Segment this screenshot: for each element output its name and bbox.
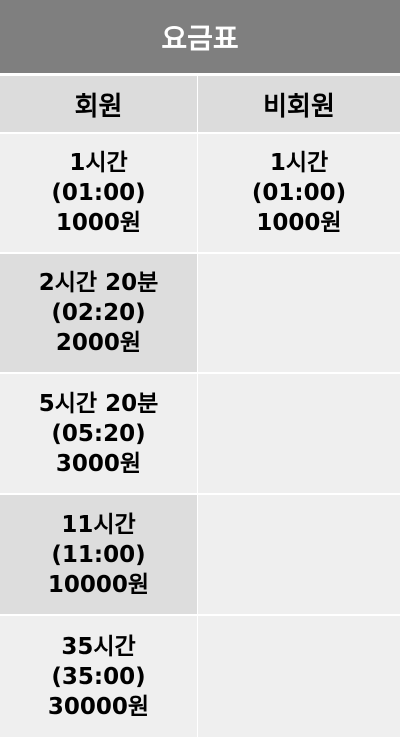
duration-label: 2시간 20분 <box>38 270 159 296</box>
duration-label: 1시간 <box>269 150 329 176</box>
price-label: 3000원 <box>55 450 142 477</box>
header-nonmember: 비회원 <box>198 76 400 134</box>
price-label: 1000원 <box>256 210 342 236</box>
time-label: (02:20) <box>51 300 146 326</box>
time-label: (01:00) <box>251 180 347 206</box>
duration-label: 35시간 <box>61 633 136 660</box>
nonmember-price-cell: 1시간 (01:00) 1000원 <box>198 134 400 254</box>
nonmember-price-cell <box>198 495 400 616</box>
header-member: 회원 <box>0 76 198 134</box>
member-price-cell: 1시간 (01:00) 1000원 <box>0 134 198 254</box>
duration-label: 11시간 <box>61 511 136 538</box>
member-price-cell: 5시간 20분 (05:20) 3000원 <box>0 374 198 495</box>
nonmember-price-cell <box>198 374 400 495</box>
duration-label: 5시간 20분 <box>38 390 159 417</box>
price-label: 1000원 <box>55 210 142 236</box>
duration-label: 1시간 <box>69 150 128 176</box>
time-label: (35:00) <box>51 663 146 690</box>
member-price-cell: 11시간 (11:00) 10000원 <box>0 495 198 616</box>
price-label: 30000원 <box>47 693 150 720</box>
price-entry: 11시간 (11:00) 10000원 <box>48 510 149 600</box>
price-entry: 1시간 (01:00) 1000원 <box>51 148 145 238</box>
time-label: (05:20) <box>51 420 146 447</box>
price-entry: 2시간 20분 (02:20) 2000원 <box>39 268 159 358</box>
price-entry: 35시간 (35:00) 30000원 <box>48 632 149 722</box>
time-label: (01:00) <box>51 180 146 206</box>
price-entry: 5시간 20분 (05:20) 3000원 <box>39 389 159 479</box>
price-entry: 1시간 (01:00) 1000원 <box>252 148 346 238</box>
member-price-cell: 35시간 (35:00) 30000원 <box>0 616 198 739</box>
member-price-cell: 2시간 20분 (02:20) 2000원 <box>0 254 198 374</box>
time-label: (11:00) <box>51 541 146 568</box>
nonmember-price-cell <box>198 616 400 739</box>
nonmember-price-cell <box>198 254 400 374</box>
price-label: 2000원 <box>55 330 142 356</box>
price-label: 10000원 <box>47 571 150 598</box>
table-title: 요금표 <box>0 0 400 76</box>
